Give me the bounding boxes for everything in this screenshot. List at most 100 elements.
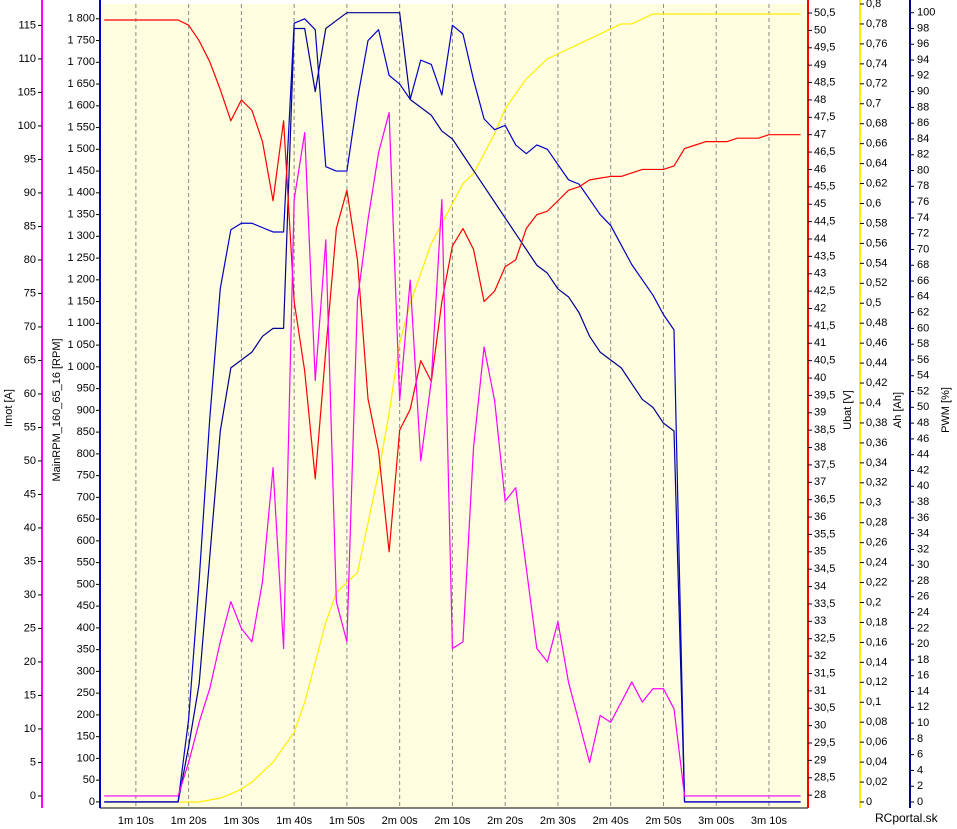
x-tick-label: 1m 50s — [329, 815, 366, 827]
y-tick-label: 26 — [917, 591, 929, 603]
y-tick-label: 33 — [814, 615, 826, 627]
y-tick-label: 44 — [917, 449, 929, 461]
y-tick-label: 70 — [917, 243, 929, 255]
y-tick-label: 75 — [24, 287, 36, 299]
x-tick-label: 1m 20s — [171, 815, 208, 827]
y-tick-label: 20 — [917, 638, 929, 650]
y-tick-label: 84 — [917, 133, 929, 145]
y-tick-label: 43 — [814, 268, 826, 280]
y-tick-label: 30 — [24, 589, 36, 601]
x-tick-label: 2m 20s — [487, 815, 524, 827]
y-tick-label: 0,56 — [866, 237, 887, 249]
x-tick-label: 3m 00s — [698, 815, 735, 827]
y-tick-label: 41 — [814, 337, 826, 349]
y-tick-label: 32,5 — [814, 633, 835, 645]
y-tick-label: 39 — [814, 407, 826, 419]
y-tick-label: 5 — [30, 756, 36, 768]
y-tick-label: 28 — [917, 575, 929, 587]
y-tick-label: 300 — [77, 665, 95, 677]
y-tick-label: 0,28 — [866, 517, 887, 529]
y-tick-label: 28 — [814, 789, 826, 801]
y-tick-label: 0 — [866, 796, 872, 808]
y-tick-label: 1 500 — [67, 143, 95, 155]
y-tick-label: 0,74 — [866, 58, 887, 70]
y-tick-label: 0,42 — [866, 377, 887, 389]
y-tick-label: 1 350 — [67, 208, 95, 220]
y-tick-label: 46,5 — [814, 146, 835, 158]
y-tick-label: 350 — [77, 644, 95, 656]
y-tick-label: 34 — [814, 580, 826, 592]
y-tick-label: 60 — [917, 322, 929, 334]
y-tick-label: 0,32 — [866, 477, 887, 489]
y-tick-label: 0,04 — [866, 756, 887, 768]
y-tick-label: 100 — [917, 7, 935, 19]
y-tick-label: 64 — [917, 291, 929, 303]
y-tick-label: 29,5 — [814, 737, 835, 749]
y-tick-label: 30 — [814, 720, 826, 732]
y-tick-label: 37,5 — [814, 459, 835, 471]
y-tick-label: 6 — [917, 749, 923, 761]
x-tick-label: 1m 30s — [223, 815, 260, 827]
y-tick-label: 500 — [77, 578, 95, 590]
y-tick-label: 0,5 — [866, 297, 881, 309]
y-tick-label: 1 600 — [67, 100, 95, 112]
y-tick-label: 50 — [83, 774, 95, 786]
y-tick-label: 72 — [917, 228, 929, 240]
y-tick-label: 29 — [814, 754, 826, 766]
y-tick-label: 95 — [24, 153, 36, 165]
y-tick-label: 200 — [77, 709, 95, 721]
y-tick-label: 0,12 — [866, 676, 887, 688]
y-tick-label: 1 650 — [67, 78, 95, 90]
y-tick-label: 750 — [77, 470, 95, 482]
y-tick-label: 1 250 — [67, 252, 95, 264]
y-tick-label: 0,72 — [866, 78, 887, 90]
series-line — [104, 13, 801, 803]
y-tick-label: 10 — [24, 723, 36, 735]
y-tick-label: 40 — [814, 372, 826, 384]
y-axis-title: MainRPM_160_65_16 [RPM] — [51, 338, 63, 481]
y-tick-label: 34,5 — [814, 563, 835, 575]
y-tick-label: 40 — [24, 522, 36, 534]
y-tick-label: 32 — [917, 543, 929, 555]
y-tick-label: 0,46 — [866, 337, 887, 349]
y-tick-label: 100 — [18, 120, 36, 132]
y-tick-label: 22 — [917, 622, 929, 634]
y-tick-label: 14 — [917, 685, 929, 697]
y-tick-label: 4 — [917, 764, 923, 776]
x-tick-label: 3m 10s — [751, 815, 788, 827]
y-tick-label: 18 — [917, 654, 929, 666]
y-tick-label: 80 — [24, 254, 36, 266]
y-tick-label: 1 800 — [67, 13, 95, 25]
y-tick-label: 20 — [24, 656, 36, 668]
y-tick-label: 0,7 — [866, 98, 881, 110]
y-tick-label: 10 — [917, 717, 929, 729]
y-tick-label: 38 — [917, 496, 929, 508]
y-tick-label: 105 — [18, 86, 36, 98]
y-tick-label: 65 — [24, 354, 36, 366]
y-tick-label: 1 200 — [67, 274, 95, 286]
y-tick-label: 450 — [77, 600, 95, 612]
y-tick-label: 43,5 — [814, 250, 835, 262]
y-tick-label: 96 — [917, 38, 929, 50]
y-tick-label: 0,54 — [866, 257, 887, 269]
y-tick-label: 0,8 — [866, 0, 881, 10]
y-tick-label: 30 — [917, 559, 929, 571]
y-tick-label: 1 400 — [67, 187, 95, 199]
y-tick-label: 45,5 — [814, 181, 835, 193]
y-tick-label: 0,24 — [866, 557, 887, 569]
y-tick-label: 38,5 — [814, 424, 835, 436]
y-tick-label: 0,26 — [866, 537, 887, 549]
y-tick-label: 80 — [917, 164, 929, 176]
y-tick-label: 47,5 — [814, 111, 835, 123]
y-tick-label: 900 — [77, 404, 95, 416]
y-tick-label: 100 — [77, 752, 95, 764]
y-tick-label: 850 — [77, 426, 95, 438]
y-tick-label: 1 050 — [67, 339, 95, 351]
x-tick-label: 2m 40s — [593, 815, 630, 827]
series-line — [104, 18, 801, 803]
y-tick-label: 48,5 — [814, 76, 835, 88]
y-tick-label: 115 — [18, 19, 36, 31]
y-tick-label: 0,1 — [866, 696, 881, 708]
y-tick-label: 0,48 — [866, 317, 887, 329]
y-tick-label: 150 — [77, 731, 95, 743]
